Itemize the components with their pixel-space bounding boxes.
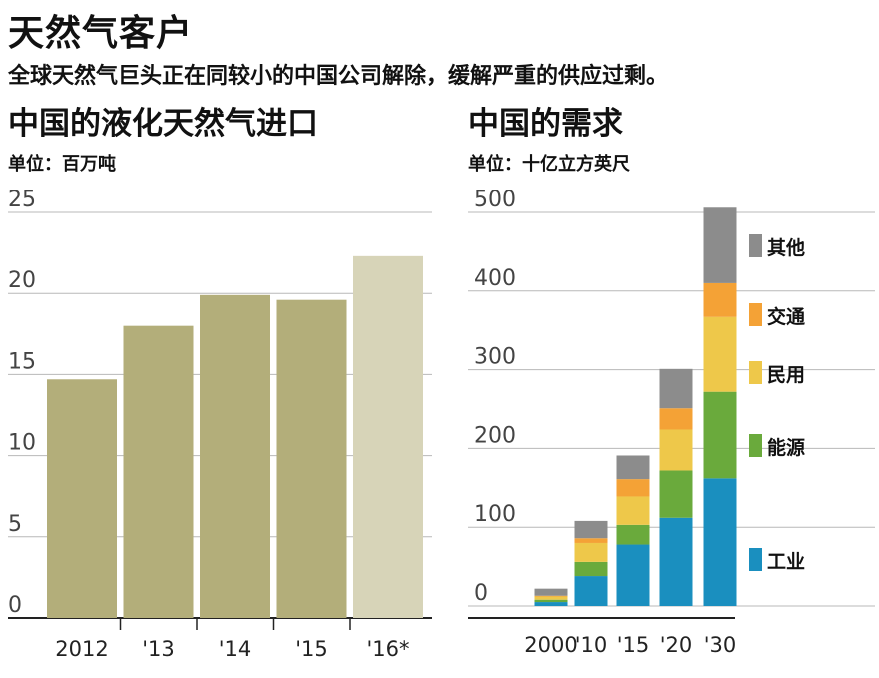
stacked-bar-segment <box>616 455 650 480</box>
stacked-bar-segment <box>574 538 608 543</box>
stacked-bar-segment <box>534 595 568 597</box>
y-tick-label: 20 <box>8 268 36 293</box>
y-tick-label: 10 <box>8 431 36 456</box>
y-tick-label: 0 <box>8 593 22 618</box>
lng-imports-chart: 0 5 10 15 20 25 2012 '13 '14 '15 '16* <box>8 190 432 661</box>
stacked-bar-segment <box>574 576 608 606</box>
left-chart-unit: 单位：百万吨 <box>8 154 116 175</box>
stacked-bar-segment <box>659 429 693 471</box>
bar <box>353 255 423 618</box>
stacked-bar-segment <box>534 596 568 600</box>
stacked-bar-segment <box>574 542 608 562</box>
stacked-bar-segment <box>703 391 737 479</box>
y-tick-label: 0 <box>474 581 488 606</box>
legend-label: 民用 <box>767 364 805 386</box>
y-tick-label: 15 <box>8 349 36 374</box>
page-title: 天然气客户 <box>8 13 194 54</box>
bar <box>123 325 194 618</box>
legend-swatch <box>749 361 762 384</box>
y-tick-label: 5 <box>8 512 22 537</box>
page-subtitle: 全球天然气巨头正在同较小的中国公司解除，缓解严重的供应过剩。 <box>8 64 669 89</box>
x-tick-label: '20 <box>660 633 693 657</box>
y-tick-label: 25 <box>8 190 36 212</box>
right-chart-title: 中国的需求 <box>468 106 623 142</box>
stacked-bar-segment <box>534 599 568 603</box>
stacked-bar-segment <box>703 478 737 606</box>
x-tick-label: 2012 <box>55 637 108 661</box>
stacked-bar-segment <box>574 520 608 539</box>
y-tick-label: 100 <box>474 502 516 527</box>
x-tick-label: 2000 <box>524 633 577 657</box>
stacked-bar-segment <box>703 282 737 317</box>
demand-chart: 0 100 200 300 400 500 2000'10 '15 '20 '30 工业 能源 民用 交通… <box>468 190 875 657</box>
legend-label: 能源 <box>767 436 805 459</box>
stacked-bar-segment <box>659 408 693 430</box>
bar <box>47 379 117 618</box>
legend-label: 交通 <box>767 305 806 328</box>
stacked-bar-segment <box>703 316 737 392</box>
y-tick-label: 500 <box>474 190 516 212</box>
stacked-bar-segment <box>616 479 650 497</box>
right-chart-unit: 单位：十亿立方英尺 <box>468 154 630 175</box>
x-tick-label: '15 <box>617 633 650 657</box>
legend-label: 工业 <box>767 551 805 573</box>
x-tick-label: '30 <box>704 633 737 657</box>
legend-label: 其他 <box>767 236 805 259</box>
bar <box>276 299 347 618</box>
legend-swatch <box>749 548 762 571</box>
x-tick-label: '14 <box>219 637 252 661</box>
x-tick-label: '15 <box>295 637 328 661</box>
y-tick-label: 300 <box>474 345 516 370</box>
stacked-bar-segment <box>616 496 650 525</box>
x-tick-label: '16* <box>367 637 410 661</box>
x-tick-label: '10 <box>575 633 608 657</box>
stacked-bar-segment <box>534 602 568 606</box>
stacked-bar-segment <box>616 524 650 545</box>
stacked-bar-segment <box>659 470 693 518</box>
legend-swatch <box>749 434 762 457</box>
y-tick-label: 200 <box>474 423 516 448</box>
left-chart-title: 中国的液化天然气进口 <box>8 106 318 142</box>
y-tick-label: 400 <box>474 266 516 291</box>
stacked-bar-segment <box>659 368 693 409</box>
bar <box>200 294 270 618</box>
stacked-bar-segment <box>616 544 650 606</box>
legend-swatch <box>749 303 762 326</box>
stacked-bar-segment <box>534 588 568 596</box>
stacked-bar-segment <box>659 517 693 606</box>
stacked-bar-segment <box>703 207 737 283</box>
legend-swatch <box>749 234 762 257</box>
x-tick-label: '13 <box>142 637 175 661</box>
stacked-bar-segment <box>574 561 608 577</box>
